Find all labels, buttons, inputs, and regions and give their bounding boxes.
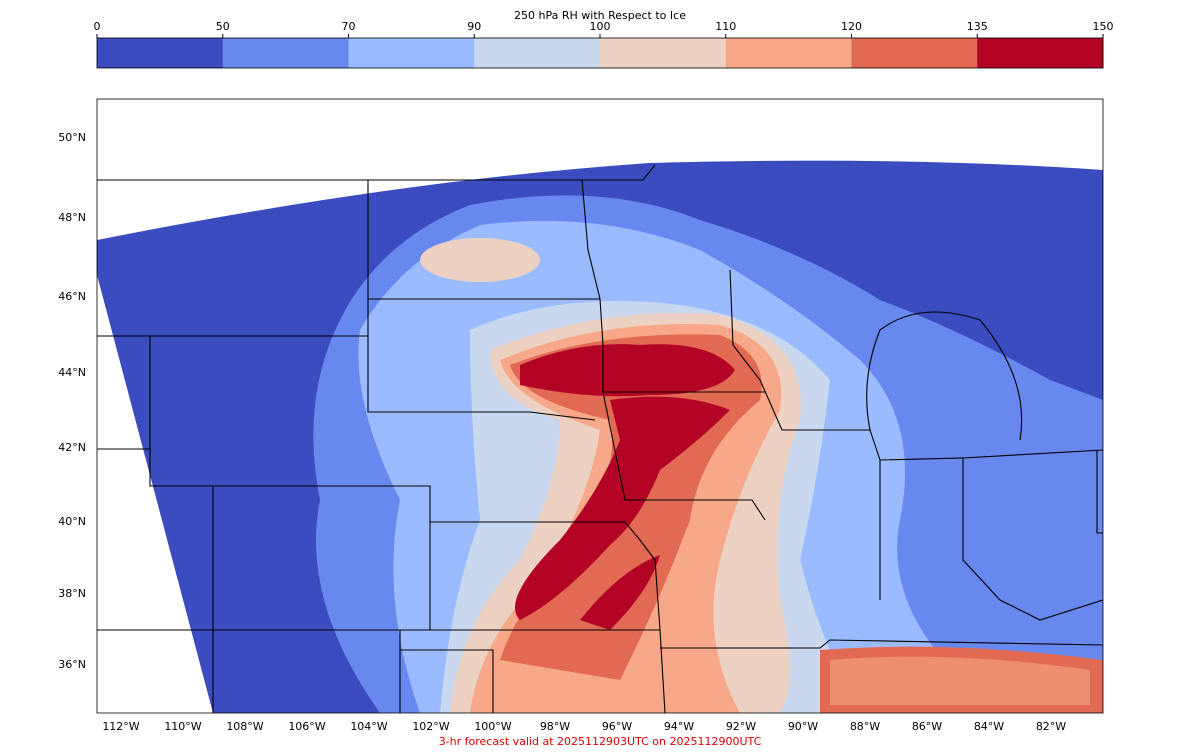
longitude-label: 98°W: [540, 720, 570, 733]
longitude-label: 86°W: [912, 720, 942, 733]
colorbar-tick-label: 120: [841, 20, 862, 33]
longitude-label: 96°W: [602, 720, 632, 733]
longitude-label: 100°W: [474, 720, 511, 733]
latitude-label: 44°N: [58, 366, 86, 379]
colorbar-segment: [474, 38, 601, 68]
colorbar-tick-label: 0: [94, 20, 101, 33]
latitude-label: 40°N: [58, 515, 86, 528]
contour: [830, 656, 1090, 705]
colorbar-segment: [222, 38, 349, 68]
latitude-label: 38°N: [58, 587, 86, 600]
axes-labels: 50°N 48°N 46°N 44°N 42°N 40°N 38°N 36°N 112°W 110…: [58, 131, 1066, 733]
colorbar-tick-label: 90: [467, 20, 481, 33]
latitude-label: 42°N: [58, 441, 86, 454]
colorbar-segment: [348, 38, 475, 68]
latitude-label: 46°N: [58, 290, 86, 303]
longitude-label: 82°W: [1036, 720, 1066, 733]
longitude-label: 84°W: [974, 720, 1004, 733]
latitude-label: 50°N: [58, 131, 86, 144]
colorbar-title: 250 hPa RH with Respect to Ice: [514, 9, 686, 22]
longitude-label: 88°W: [850, 720, 880, 733]
colorbar-segment: [977, 38, 1104, 68]
colorbar: 0 50 70 90 100 110 120 135 150: [94, 20, 1114, 69]
colorbar-segment: [725, 38, 852, 68]
map-frame: [96, 98, 1104, 714]
longitude-label: 92°W: [726, 720, 756, 733]
colorbar-tick-label: 110: [715, 20, 736, 33]
contour: [420, 238, 540, 282]
longitude-label: 106°W: [288, 720, 325, 733]
colorbar-segment: [97, 38, 224, 68]
latitude-label: 48°N: [58, 211, 86, 224]
borders: [97, 164, 1103, 713]
colorbar-tick-label: 70: [342, 20, 356, 33]
colorbar-tick-label: 150: [1093, 20, 1114, 33]
longitude-label: 104°W: [350, 720, 387, 733]
colorbar-tick-label: 50: [216, 20, 230, 33]
longitude-label: 112°W: [102, 720, 139, 733]
latitude-label: 36°N: [58, 658, 86, 671]
colorbar-segment: [851, 38, 978, 68]
longitude-label: 90°W: [788, 720, 818, 733]
footer: 3-hr forecast valid at 2025112903UTC on …: [439, 735, 762, 748]
contour: [515, 396, 730, 620]
longitude-label: 108°W: [226, 720, 263, 733]
map-field: [97, 160, 1103, 713]
colorbar-tick-label: 100: [590, 20, 611, 33]
longitude-label: 94°W: [664, 720, 694, 733]
contour: [520, 344, 735, 397]
colorbar-tick-label: 135: [967, 20, 988, 33]
longitude-label: 102°W: [412, 720, 449, 733]
longitude-label: 110°W: [164, 720, 201, 733]
contour: [580, 555, 660, 630]
colorbar-segment: [600, 38, 727, 68]
